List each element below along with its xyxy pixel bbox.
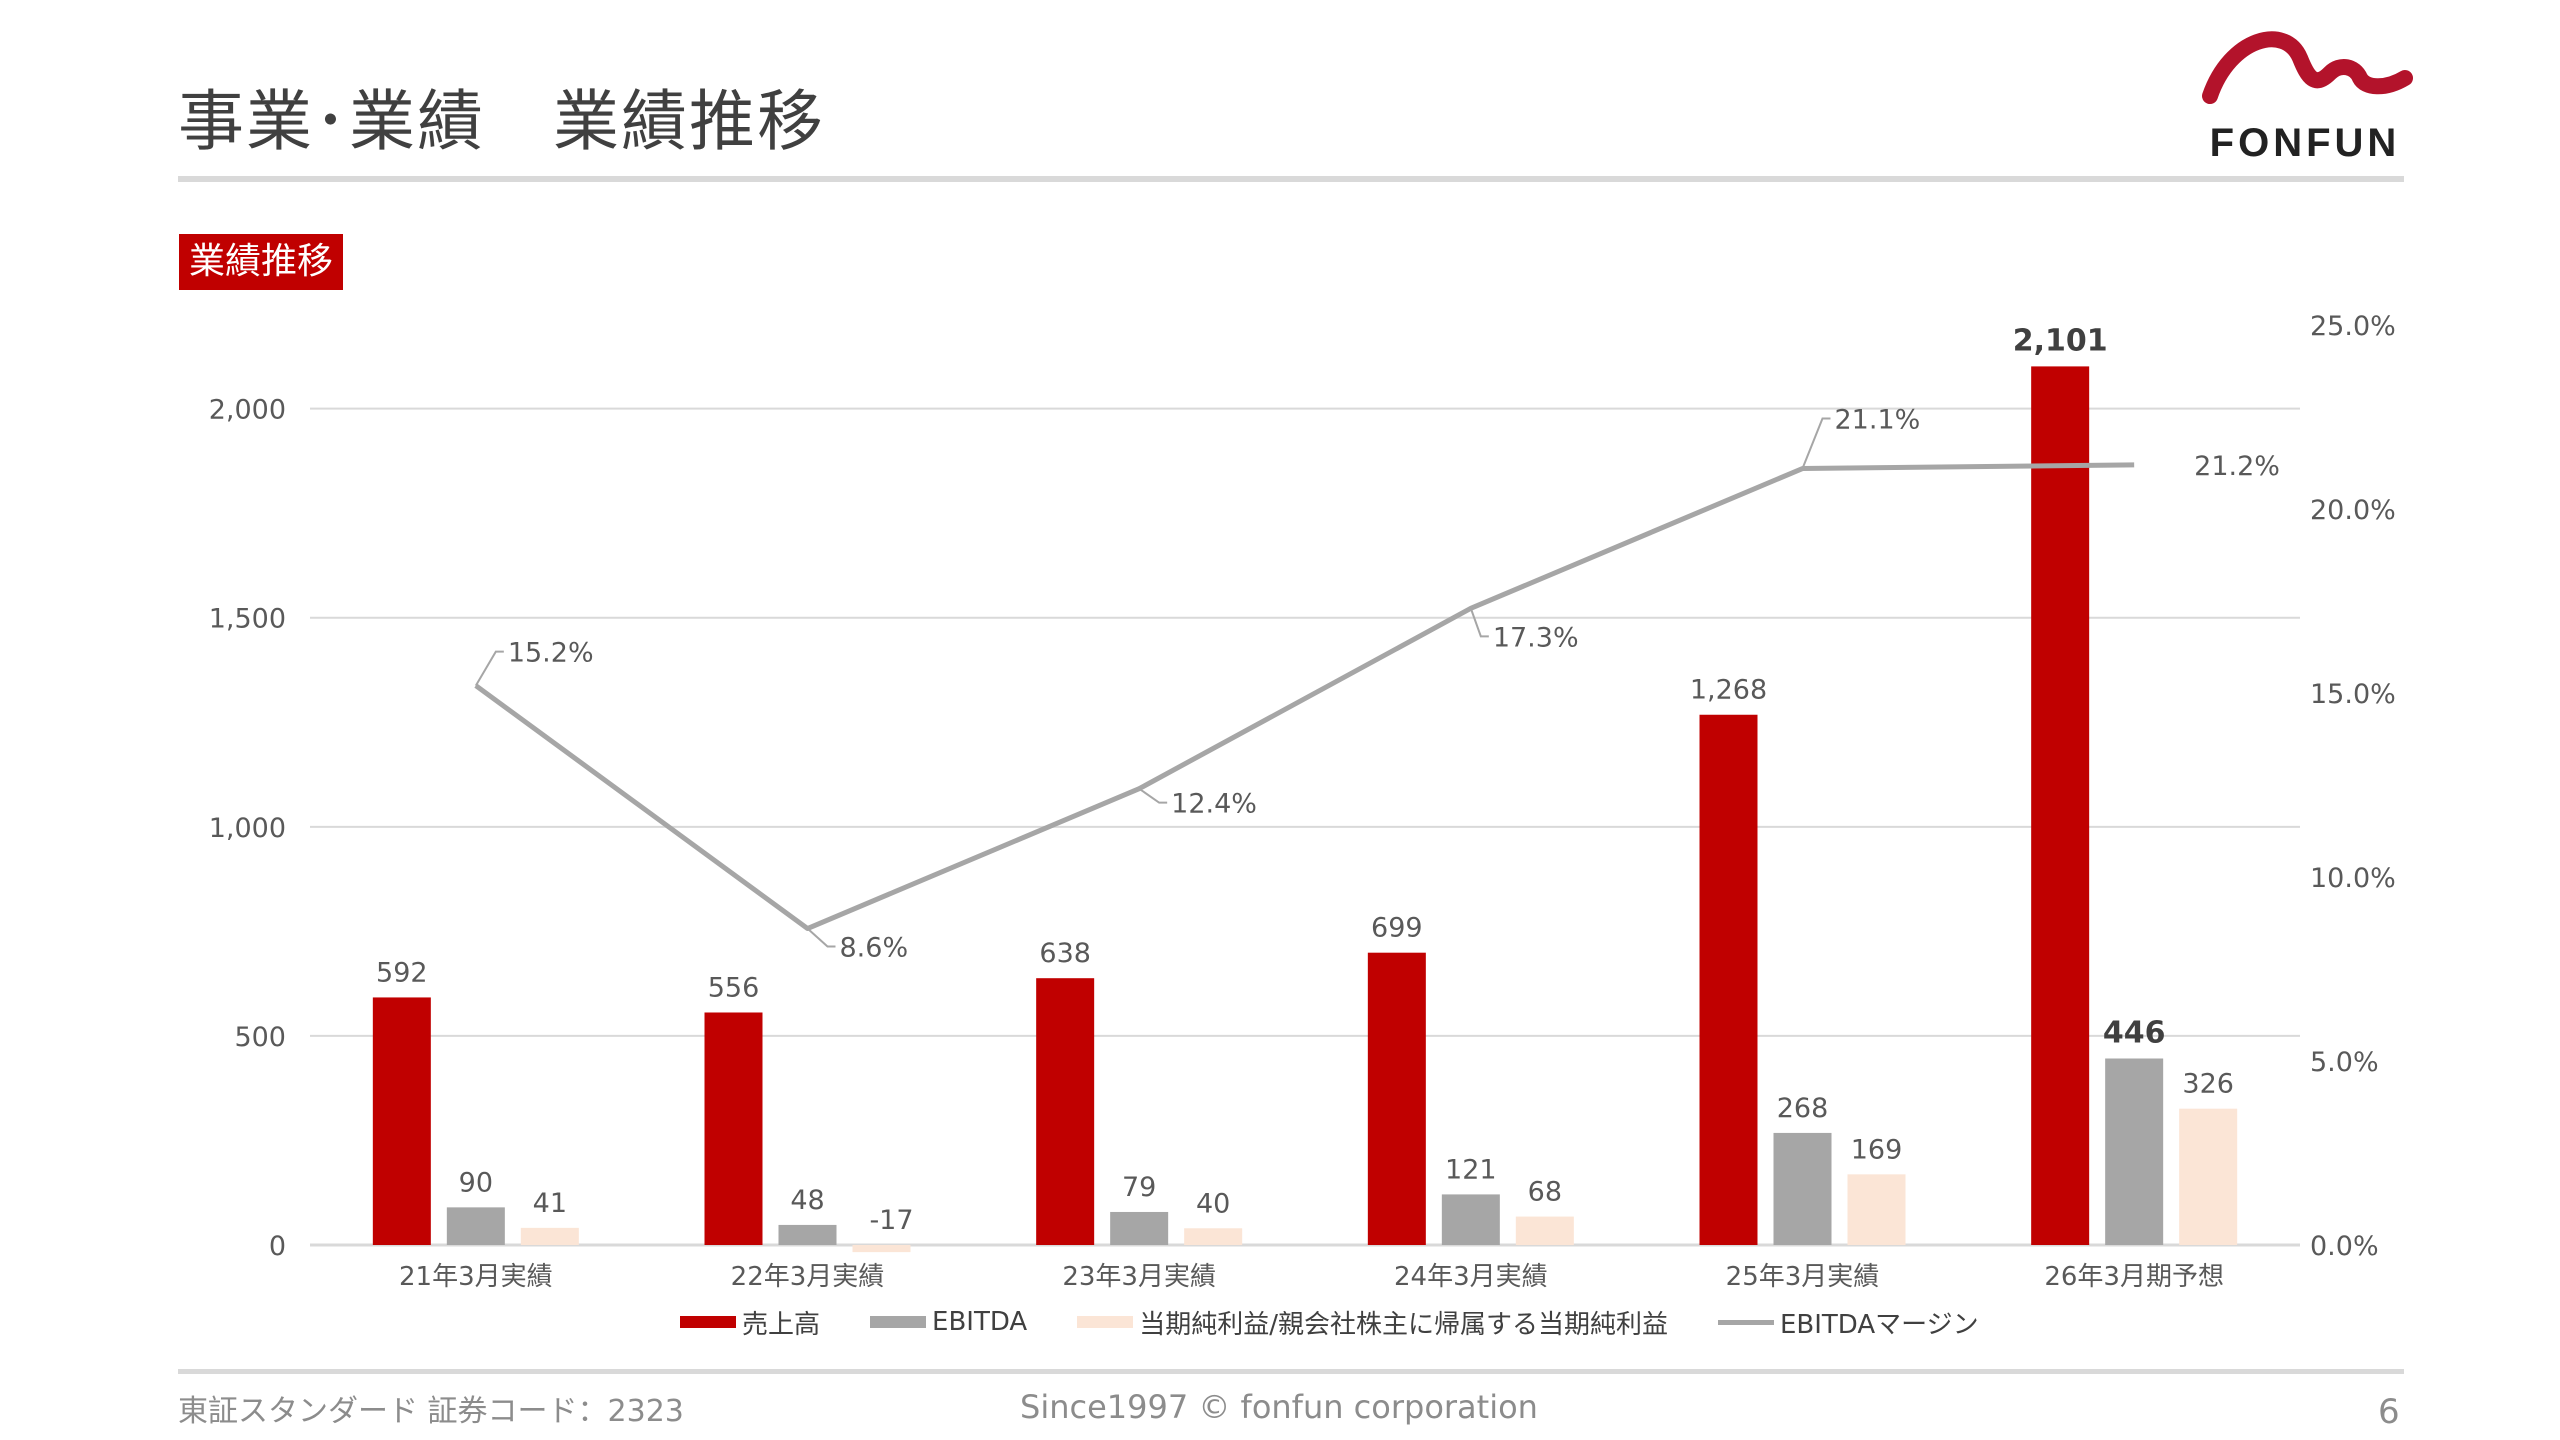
margin-label: 15.2%	[508, 638, 594, 669]
margin-leader-line	[1469, 608, 1489, 638]
x-tick-label: 22年3月実績	[731, 1262, 885, 1292]
bar-ebitda	[2105, 1058, 2164, 1245]
margin-leader-line	[1801, 417, 1831, 469]
legend-label-ebitda: EBITDA	[932, 1307, 1028, 1337]
data-label-net_income: 68	[1528, 1177, 1562, 1208]
bar-revenue	[1367, 952, 1426, 1245]
legend-item-net-income: 当期純利益/親会社株主に帰属する当期純利益	[1077, 1304, 1668, 1341]
bar-ebitda	[778, 1224, 837, 1245]
y-left-tick-label: 2,000	[209, 395, 286, 426]
margin-label: 21.1%	[1835, 405, 1921, 436]
margin-leader-line	[806, 927, 836, 948]
bar-ebitda	[446, 1207, 505, 1245]
y-right-tick-label: 0.0%	[2310, 1231, 2379, 1262]
x-tick-label: 21年3月実績	[399, 1262, 553, 1292]
x-tick-label: 25年3月実績	[1726, 1262, 1880, 1292]
title-divider	[178, 176, 2404, 182]
data-label-revenue: 1,268	[1690, 675, 1767, 706]
x-tick-label: 24年3月実績	[1394, 1262, 1548, 1292]
margin-leader-line	[474, 650, 504, 687]
data-label-revenue: 2,101	[2013, 323, 2108, 358]
data-label-ebitda: 121	[1445, 1154, 1497, 1185]
data-label-ebitda: 268	[1777, 1093, 1829, 1124]
margin-label: 21.2%	[2194, 451, 2280, 482]
margin-label: 17.3%	[1493, 622, 1579, 653]
y-right-tick-label: 20.0%	[2310, 495, 2396, 526]
data-label-revenue: 592	[376, 957, 428, 988]
x-tick-label: 23年3月実績	[1062, 1262, 1216, 1292]
legend-label-revenue: 売上高	[742, 1309, 821, 1340]
bar-revenue	[1699, 714, 1758, 1245]
bar-net_income	[852, 1245, 911, 1253]
data-label-ebitda: 446	[2103, 1015, 2166, 1050]
data-label-net_income: 40	[1196, 1188, 1230, 1219]
legend-line-margin	[1717, 1319, 1774, 1325]
bar-net_income	[1184, 1228, 1243, 1245]
data-label-ebitda: 79	[1122, 1172, 1156, 1203]
logo-text: FONFUN	[2210, 121, 2401, 165]
data-label-ebitda: 90	[459, 1167, 493, 1198]
footer-copyright: Since1997 © fonfun corporation	[1020, 1388, 1538, 1426]
bar-ebitda	[1110, 1211, 1169, 1245]
chart-legend: 売上高 EBITDA 当期純利益/親会社株主に帰属する当期純利益 EBITDAマ…	[680, 1302, 2029, 1342]
data-label-revenue: 638	[1039, 938, 1091, 969]
bar-net_income	[1847, 1174, 1906, 1245]
section-tag: 業績推移	[179, 234, 344, 290]
y-right-tick-label: 15.0%	[2310, 679, 2396, 710]
legend-item-revenue: 売上高	[680, 1304, 820, 1341]
bar-revenue	[2031, 366, 2090, 1245]
x-tick-label: 26年3月期予想	[2044, 1262, 2224, 1292]
y-left-tick-label: 0	[269, 1231, 286, 1262]
footer-divider	[178, 1369, 2404, 1374]
margin-leader-line	[1138, 787, 1168, 804]
page-number: 6	[2378, 1392, 2400, 1432]
page-title: 事業･業績 業績推移	[178, 83, 825, 160]
bar-revenue	[1036, 978, 1095, 1245]
bar-ebitda	[1441, 1194, 1500, 1245]
y-right-tick-label: 5.0%	[2310, 1047, 2379, 1078]
data-label-revenue: 699	[1371, 913, 1423, 944]
footer-stock-code: 東証スタンダード 証券コード：2323	[178, 1394, 684, 1429]
legend-label-net-income: 当期純利益/親会社株主に帰属する当期純利益	[1139, 1309, 1668, 1340]
bar-net_income	[1515, 1216, 1574, 1245]
data-label-ebitda: 48	[790, 1185, 824, 1216]
data-label-net_income: 169	[1851, 1134, 1903, 1165]
y-right-tick-label: 25.0%	[2310, 311, 2396, 342]
legend-item-margin: EBITDAマージン	[1717, 1304, 1979, 1341]
margin-line	[474, 462, 2135, 932]
margin-label: 8.6%	[840, 933, 909, 964]
legend-swatch-revenue	[680, 1316, 736, 1328]
data-label-net_income: 41	[533, 1188, 567, 1219]
bar-revenue	[372, 997, 431, 1245]
legend-item-ebitda: EBITDA	[870, 1307, 1027, 1337]
y-left-tick-label: 500	[234, 1022, 286, 1053]
bar-revenue	[704, 1012, 763, 1245]
y-left-tick-label: 1,000	[209, 813, 286, 844]
legend-label-margin: EBITDAマージン	[1779, 1309, 1979, 1340]
bar-net_income	[520, 1227, 579, 1245]
legend-swatch-net-income	[1077, 1316, 1134, 1328]
y-right-tick-label: 10.0%	[2310, 863, 2396, 894]
data-label-revenue: 556	[708, 972, 760, 1003]
bar-ebitda	[1773, 1132, 1832, 1245]
data-label-net_income: 326	[2182, 1069, 2234, 1100]
data-label-net_income: -17	[869, 1205, 913, 1236]
bar-net_income	[2179, 1108, 2238, 1245]
legend-swatch-ebitda	[870, 1316, 927, 1328]
y-left-tick-label: 1,500	[209, 604, 286, 635]
margin-label: 12.4%	[1171, 789, 1257, 820]
fonfun-logo: FONFUN	[2202, 31, 2413, 165]
